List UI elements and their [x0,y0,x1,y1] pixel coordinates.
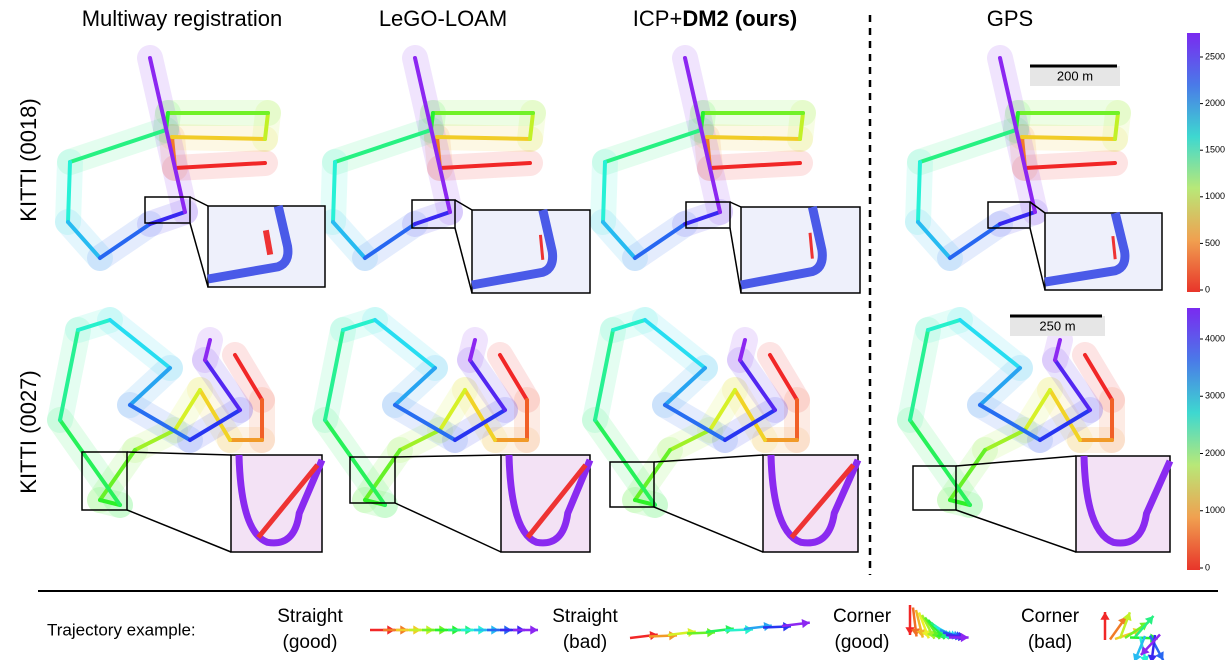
legend-label: Corner [833,606,892,627]
column-title-text: LeGO-LOAM [379,6,507,31]
row-title: KITTI (0027) [16,370,41,493]
legend-arrowhead [1148,655,1157,660]
legend-arrowhead [961,633,969,642]
trajectory-segment [172,137,265,139]
zoom-line [1030,228,1045,290]
colorbar [1187,308,1200,570]
legend-arrowhead [1100,612,1109,620]
trajectory-segment [375,320,435,368]
trajectory-segment [110,320,170,368]
colorbar-tick-label: 2000 [1205,98,1225,108]
map-panel [325,320,527,505]
trajectory-segment [68,162,70,222]
colorbar-tick-label: 500 [1205,238,1220,248]
legend-label: Straight [277,606,343,627]
colorbar-tick-label: 2000 [1205,448,1225,458]
zoom-line [956,510,1076,552]
trajectory-segment [1022,137,1115,139]
legend-note: (bad) [1028,632,1072,653]
figure: Multiway registration LeGO-LOAM ICP+DM2 (o… [0,0,1225,660]
scale-bar-label: 200 m [1057,68,1093,83]
zoom-line [455,228,472,293]
column-title: ICP+DM2 (ours) [633,6,797,31]
column-title: GPS [987,6,1033,31]
column-title-text: ICP+ [633,6,683,31]
legend-note: (good) [283,632,338,653]
legend-arrowhead [802,619,810,628]
colorbar-tick-label: 1500 [1205,145,1225,155]
trajectory-segment [707,137,800,139]
legend-arrowhead [530,625,538,634]
maps [60,58,1170,552]
column-title-text: Multiway registration [82,6,283,31]
legend-title: Trajectory example: [47,620,196,639]
inset-track [266,230,270,254]
trajectory-segment [918,162,920,222]
legend-label: Corner [1021,606,1080,627]
zoom-line [127,510,231,552]
column-title: LeGO-LOAM [379,6,507,31]
colorbar-tick-label: 3000 [1205,391,1225,401]
zoom-line [395,503,501,552]
legend-label: Straight [552,606,618,627]
scale-bar-label: 250 m [1039,318,1075,333]
zoom-line [190,223,208,287]
trajectory-segment [437,137,530,139]
colorbar-tick-label: 1000 [1205,191,1225,201]
row-title: KITTI (0018) [16,98,41,221]
zoom-line [730,228,741,293]
colorbar-tick-label: 1000 [1205,505,1225,515]
column-title-text: GPS [987,6,1033,31]
colorbar [1187,33,1200,292]
column-title-bold: DM2 (ours) [682,6,797,31]
trajectory-segment [645,320,705,368]
legend-note: (good) [835,632,890,653]
zoom-line [654,507,763,552]
colorbar-tick-label: 0 [1205,284,1210,294]
trajectory-segment [333,162,335,222]
trajectory-segment [603,162,605,222]
legend-note: (bad) [563,632,607,653]
column-title: Multiway registration [82,6,283,31]
colorbar-tick-label: 2500 [1205,51,1225,61]
colorbar-tick-label: 0 [1205,562,1210,572]
colorbar-tick-label: 4000 [1205,333,1225,343]
